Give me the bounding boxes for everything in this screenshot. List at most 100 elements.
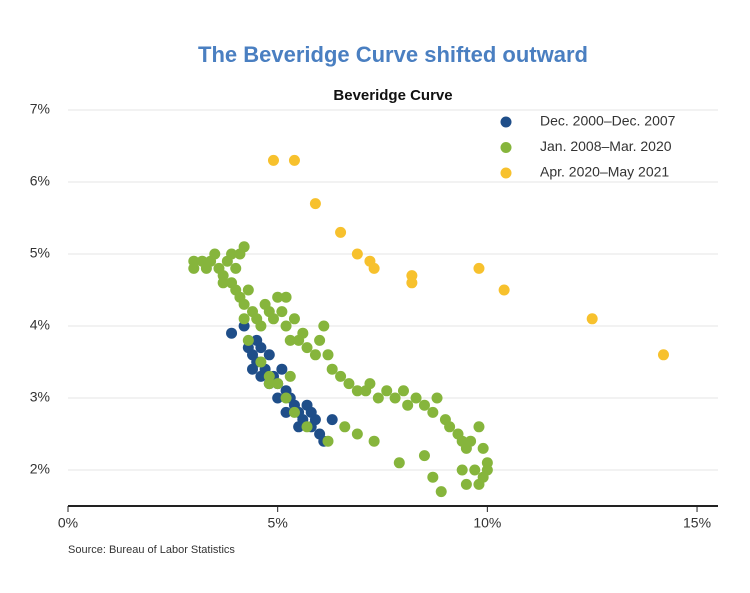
y-tick-label: 3% [30, 389, 50, 405]
point [301, 421, 313, 433]
point [460, 478, 472, 490]
point [309, 198, 321, 210]
legend-label: Dec. 2000–Dec. 2007 [540, 113, 676, 129]
point [226, 248, 238, 260]
point [351, 428, 363, 440]
point [297, 327, 309, 339]
point [444, 421, 456, 433]
x-tick-label: 15% [683, 515, 711, 531]
point [209, 248, 221, 260]
point [288, 313, 300, 325]
point [343, 378, 355, 390]
point [473, 262, 485, 274]
point [469, 464, 481, 476]
point [272, 392, 284, 404]
point [288, 406, 300, 418]
point [276, 306, 288, 318]
y-tick-label: 2% [30, 461, 50, 477]
point [280, 406, 292, 418]
point [339, 421, 351, 433]
point [473, 421, 485, 433]
point [318, 320, 330, 332]
point [242, 284, 254, 296]
point [267, 154, 279, 166]
point [364, 378, 376, 390]
point [427, 471, 439, 483]
point [280, 320, 292, 332]
point [465, 435, 477, 447]
point [288, 154, 300, 166]
point [335, 226, 347, 238]
point [226, 327, 238, 339]
point [657, 349, 669, 361]
point [276, 363, 288, 375]
point [301, 342, 313, 354]
point [368, 262, 380, 274]
point [335, 370, 347, 382]
point [255, 370, 267, 382]
point [293, 421, 305, 433]
point [255, 356, 267, 368]
point [427, 406, 439, 418]
point [372, 392, 384, 404]
point [351, 385, 363, 397]
point [326, 363, 338, 375]
point [351, 248, 363, 260]
point [272, 291, 284, 303]
legend-marker [500, 167, 512, 179]
point [477, 442, 489, 454]
point [309, 349, 321, 361]
point [284, 334, 296, 346]
point [284, 370, 296, 382]
y-tick-label: 5% [30, 245, 50, 261]
point [410, 392, 422, 404]
x-tick-label: 10% [473, 515, 501, 531]
chart-title: The Beveridge Curve shifted outward [198, 42, 588, 67]
point [406, 277, 418, 289]
legend-marker [500, 116, 512, 128]
point [314, 334, 326, 346]
point [247, 363, 259, 375]
point [418, 399, 430, 411]
point [435, 486, 447, 498]
point [473, 478, 485, 490]
point [217, 277, 229, 289]
legend-label: Jan. 2008–Mar. 2020 [540, 138, 672, 154]
source-note: Source: Bureau of Labor Statistics [68, 544, 235, 556]
chart-subtitle: Beveridge Curve [333, 87, 452, 104]
point [381, 385, 393, 397]
point [238, 313, 250, 325]
point [418, 450, 430, 462]
point [263, 378, 275, 390]
legend-marker [500, 142, 512, 153]
point [586, 313, 598, 325]
point [238, 298, 250, 310]
point [272, 378, 284, 390]
point [263, 349, 275, 361]
y-tick-label: 6% [30, 173, 50, 189]
point [280, 291, 292, 303]
point [280, 392, 292, 404]
y-tick-label: 7% [30, 101, 50, 117]
legend-label: Apr. 2020–May 2021 [540, 164, 669, 180]
point [230, 262, 242, 274]
point [431, 392, 443, 404]
point [322, 349, 334, 361]
point [255, 320, 267, 332]
point [242, 334, 254, 346]
point [402, 399, 414, 411]
point [456, 464, 468, 476]
point [305, 406, 317, 418]
point [498, 284, 510, 296]
point [251, 334, 263, 346]
point [238, 241, 250, 253]
x-tick-label: 0% [58, 515, 78, 531]
point [326, 414, 338, 426]
point [389, 392, 401, 404]
point [368, 435, 380, 447]
point [267, 313, 279, 325]
point [322, 435, 334, 447]
y-tick-label: 4% [30, 317, 50, 333]
x-tick-label: 5% [268, 515, 288, 531]
